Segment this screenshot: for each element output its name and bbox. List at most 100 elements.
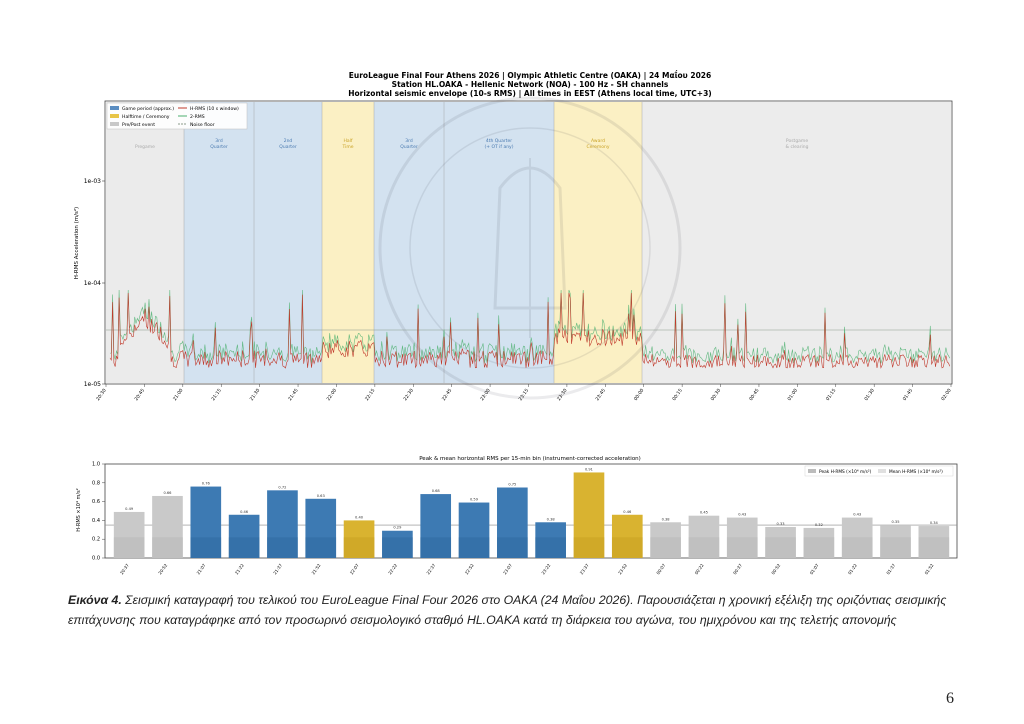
x-tick-label: 21:15 xyxy=(210,388,223,402)
x-tick-label: 21:30 xyxy=(249,388,262,402)
bar-mean-segment xyxy=(803,537,835,558)
hrms-trace xyxy=(109,292,951,369)
x-tick-label: 01:30 xyxy=(863,388,876,402)
bar-mean-segment xyxy=(573,537,605,558)
halftime-shade xyxy=(322,102,374,383)
game-q1-shade xyxy=(184,102,254,383)
x-axis-ticks: 20:30 20:45 21:00 21:15 21:30 21:45 22:00 22:15… xyxy=(95,384,953,402)
bar-y-ticks: 1.0 0.8 0.6 0.4 0.2 0.0 xyxy=(92,462,105,562)
x-tick-label: 01:00 xyxy=(786,388,799,402)
svg-text:4th Quarter: 4th Quarter xyxy=(486,138,512,144)
bar-mean-segment xyxy=(726,537,758,558)
seismic-timeseries-figure: EuroLeague Final Four Athens 2026 | Olym… xyxy=(73,71,953,402)
bar-value-label: 0.66 xyxy=(163,491,172,495)
bar-value-label: 0.63 xyxy=(317,494,325,498)
bar-x-tick: 23:22 xyxy=(540,562,551,575)
figure-title-line2: Station HL.OAKA - Hellenic Network (NOA)… xyxy=(392,80,669,89)
bar-mean-segment xyxy=(228,537,260,558)
x-tick-label: 23:45 xyxy=(594,388,607,402)
y-tick-1e-04: 1e-04 xyxy=(84,280,101,287)
x-tick-label: 01:45 xyxy=(902,388,915,402)
y-axis-label: H-RMS Acceleration (m/s²) xyxy=(73,207,80,279)
bar-mean-segment xyxy=(382,537,413,558)
x-tick-label: 23:15 xyxy=(518,388,531,402)
bar-y-tick: 0.6 xyxy=(92,499,100,505)
bar-mean-segment xyxy=(458,537,490,558)
bar-mean-segment xyxy=(343,537,375,558)
bar-x-tick: 22:52 xyxy=(464,562,475,575)
bar-x-tick: 21:22 xyxy=(234,562,245,575)
bar-value-label: 0.38 xyxy=(547,517,556,521)
caption-text: Σεισμική καταγραφή του τελικού του EuroL… xyxy=(68,593,947,627)
legend-prepost: Pre/Post event xyxy=(122,122,155,128)
figure-title-line1: EuroLeague Final Four Athens 2026 | Olym… xyxy=(349,71,711,81)
svg-text:3rd: 3rd xyxy=(215,138,223,144)
bar-x-tick: 20:52 xyxy=(157,562,168,575)
bar-value-label: 0.43 xyxy=(738,513,746,517)
y-tick-1e-05: 1e-05 xyxy=(84,381,101,388)
x-tick-label: 22:30 xyxy=(402,388,415,402)
bar-legend-peak: Peak H-RMS (×10⁴ m/s²) xyxy=(819,469,872,475)
figure-title-line3: Horizontal seismic envelope (10-s RMS) |… xyxy=(348,89,712,99)
bar-y-tick: 1.0 xyxy=(92,462,100,468)
bar-value-label: 0.33 xyxy=(777,522,785,526)
x-tick-label: 00:00 xyxy=(633,388,646,402)
bar-x-tick: 00:52 xyxy=(770,562,781,575)
bar-legend: Peak H-RMS (×10⁴ m/s²) Mean H-RMS (×10⁴ … xyxy=(804,465,954,477)
legend-game: Game period (approx.) xyxy=(122,106,174,112)
bar-x-tick: 22:22 xyxy=(387,562,398,575)
bar-value-label: 0.76 xyxy=(202,482,211,486)
bar-x-tick: 20:37 xyxy=(119,562,130,575)
bar-x-tick: 00:22 xyxy=(694,562,705,575)
bar-mean-segment xyxy=(305,537,337,558)
bar-mean-segment xyxy=(918,537,950,558)
bar-y-tick: 0.0 xyxy=(92,556,100,562)
bar-x-tick: 22:37 xyxy=(426,562,437,575)
bar-x-ticks: 20:37 20:52 21:07 21:22 21:37 21:52 22:07 22:22… xyxy=(119,562,935,575)
bar-x-tick: 01:07 xyxy=(809,562,820,575)
bar-x-tick: 01:22 xyxy=(847,562,858,575)
svg-text:Quarter: Quarter xyxy=(279,144,297,150)
bar-mean-segment xyxy=(190,537,222,558)
bar-x-tick: 01:52 xyxy=(924,562,935,575)
bar-x-tick: 23:07 xyxy=(502,562,513,575)
bar-value-label: 0.34 xyxy=(930,521,939,525)
x-tick-label: 22:00 xyxy=(326,388,339,402)
bar-mean-segment xyxy=(765,537,796,558)
bar-legend-mean: Mean H-RMS (×10⁴ m/s²) xyxy=(889,469,943,475)
bar-value-label: 0.59 xyxy=(470,498,479,502)
svg-text:Pregame: Pregame xyxy=(135,144,155,150)
rms-bar-chart: Peak & mean horizontal RMS per 15-min bi… xyxy=(76,456,958,575)
x-tick-label: 00:15 xyxy=(671,388,684,402)
bar-mean-segment xyxy=(267,537,298,558)
bar-value-label: 0.46 xyxy=(240,510,249,514)
bar-value-label: 0.43 xyxy=(853,513,861,517)
svg-text:3rd: 3rd xyxy=(405,138,413,144)
svg-text:Quarter: Quarter xyxy=(400,144,418,150)
bar-mean-segment xyxy=(611,537,643,558)
legend-hrms: H-RMS (10 s window) xyxy=(190,106,239,112)
x-tick-label: 22:15 xyxy=(364,388,377,402)
svg-text:Quarter: Quarter xyxy=(210,144,228,150)
bar-value-label: 0.75 xyxy=(508,483,516,487)
bar-x-tick: 00:07 xyxy=(655,562,666,575)
svg-text:Award: Award xyxy=(591,138,605,144)
bar-x-tick: 21:07 xyxy=(196,562,207,575)
game-q3-shade xyxy=(374,102,444,383)
svg-text:Time: Time xyxy=(341,144,353,150)
bar-mean-segment xyxy=(420,537,452,558)
bar-mean-segment xyxy=(113,537,145,558)
bar-chart-title: Peak & mean horizontal RMS per 15-min bi… xyxy=(419,456,641,462)
bar-x-tick: 21:52 xyxy=(311,562,322,575)
bar-value-label: 0.72 xyxy=(278,485,286,489)
bar-x-tick: 01:37 xyxy=(885,562,896,575)
bar-mean-segment xyxy=(152,537,183,558)
bar-value-label: 0.91 xyxy=(585,467,593,471)
page-number: 6 xyxy=(946,690,954,707)
bar-y-tick: 0.8 xyxy=(92,480,100,486)
figure1-legend: Game period (approx.) Halftime / Ceremon… xyxy=(106,102,248,130)
x-tick-label: 01:15 xyxy=(825,388,838,402)
x-tick-label: 21:45 xyxy=(287,388,300,402)
x-tick-label: 02:00 xyxy=(940,388,953,402)
